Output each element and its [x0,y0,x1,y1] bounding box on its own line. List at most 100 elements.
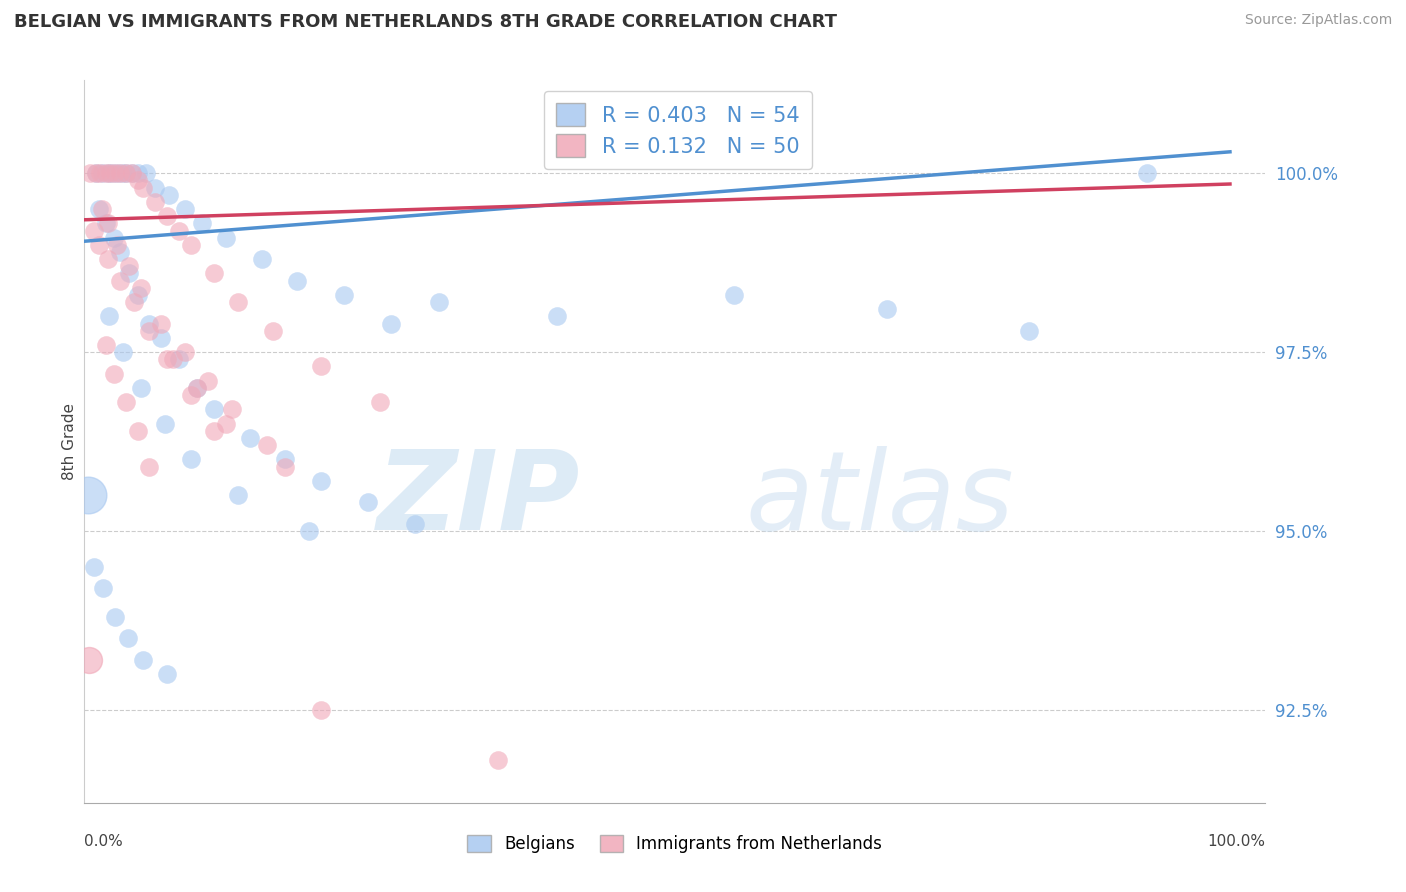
Point [118,267,141,281]
Point [309,474,332,488]
Point [162,352,184,367]
Point [150,317,173,331]
Point [83,223,105,237]
Point [114,395,136,409]
Point [298,524,321,538]
Point [104,166,127,180]
Point [309,703,332,717]
Point [167,352,190,367]
Point [112,345,135,359]
Point [127,166,149,180]
Point [404,516,426,531]
Point [215,417,238,431]
Point [91,581,114,595]
Point [98,310,121,324]
Point [97,252,120,266]
Point [173,345,195,359]
Point [239,431,262,445]
Point [256,438,278,452]
Point [1136,166,1159,180]
Point [143,180,166,194]
Y-axis label: 8th Grade: 8th Grade [62,403,77,480]
Point [380,317,402,331]
Point [127,173,149,187]
Point [121,166,143,180]
Point [262,324,284,338]
Point [191,216,214,230]
Point [173,202,195,216]
Point [97,166,120,180]
Point [103,230,125,244]
Point [197,374,219,388]
Point [186,381,208,395]
Text: 0.0%: 0.0% [84,834,124,849]
Point [150,331,173,345]
Point [226,488,249,502]
Point [77,653,100,667]
Point [94,216,117,230]
Point [156,667,179,681]
Point [274,459,297,474]
Point [723,288,745,302]
Point [77,488,100,502]
Point [94,338,117,352]
Point [274,452,297,467]
Point [876,302,898,317]
Point [250,252,273,266]
Point [132,653,155,667]
Point [107,166,129,180]
Point [83,559,105,574]
Point [202,402,225,417]
Text: atlas: atlas [745,446,1014,553]
Point [221,402,243,417]
Point [138,459,160,474]
Point [156,352,179,367]
Point [127,424,149,438]
Legend: Belgians, Immigrants from Netherlands: Belgians, Immigrants from Netherlands [461,828,889,860]
Point [226,295,249,310]
Point [129,281,152,295]
Point [108,274,131,288]
Point [107,237,129,252]
Point [84,166,107,180]
Point [156,209,179,223]
Point [167,223,190,237]
Point [153,417,176,431]
Point [180,388,202,402]
Point [368,395,391,409]
Point [138,324,160,338]
Point [114,166,136,180]
Point [215,230,238,244]
Point [100,166,122,180]
Point [103,367,125,381]
Point [157,187,180,202]
Point [486,753,509,767]
Point [84,166,107,180]
Text: BELGIAN VS IMMIGRANTS FROM NETHERLANDS 8TH GRADE CORRELATION CHART: BELGIAN VS IMMIGRANTS FROM NETHERLANDS 8… [14,13,837,31]
Point [91,202,114,216]
Point [114,166,136,180]
Point [546,310,568,324]
Point [91,166,114,180]
Point [202,424,225,438]
Point [333,288,356,302]
Point [186,381,208,395]
Point [1018,324,1040,338]
Point [427,295,450,310]
Text: ZIP: ZIP [377,446,581,553]
Point [180,237,202,252]
Point [118,260,141,274]
Point [309,359,332,374]
Point [117,632,139,646]
Point [129,381,152,395]
Text: Source: ZipAtlas.com: Source: ZipAtlas.com [1244,13,1392,28]
Point [143,194,166,209]
Point [122,295,145,310]
Point [108,166,131,180]
Point [97,216,120,230]
Point [98,166,121,180]
Point [357,495,380,509]
Point [135,166,157,180]
Point [138,317,160,331]
Point [94,166,117,180]
